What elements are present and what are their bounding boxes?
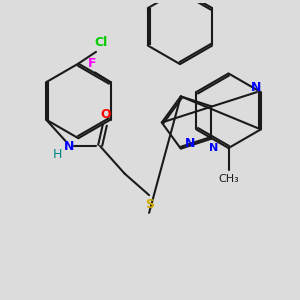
Text: O: O	[100, 108, 111, 121]
Text: N: N	[63, 140, 74, 153]
Text: H: H	[53, 148, 62, 161]
Text: CH₃: CH₃	[218, 174, 239, 184]
Text: N: N	[184, 137, 195, 150]
Text: N: N	[209, 143, 218, 154]
Text: S: S	[146, 199, 154, 212]
Text: N: N	[251, 81, 261, 94]
Text: Cl: Cl	[94, 35, 108, 49]
Text: F: F	[88, 57, 96, 70]
